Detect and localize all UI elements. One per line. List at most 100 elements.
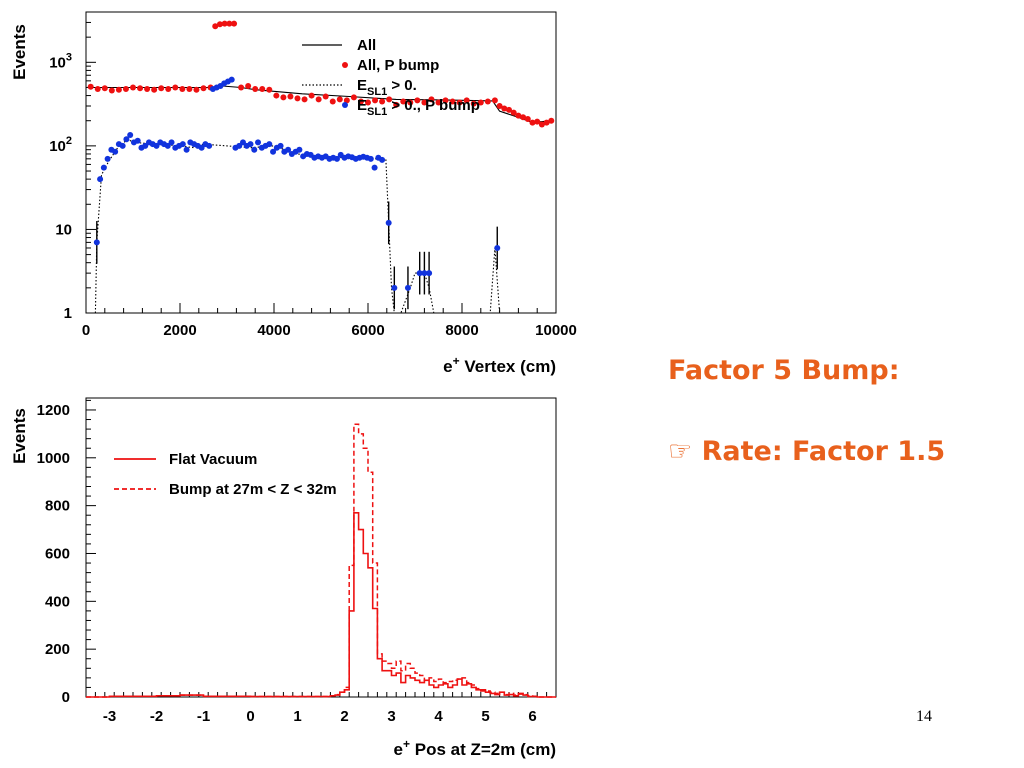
blue-data-point (100, 164, 107, 171)
red-data-point (534, 118, 541, 125)
red-data-point (548, 117, 555, 124)
top-chart: 0 2000 4000 6000 8000 10000 1 10 102 103 Events e+ … (10, 11, 577, 376)
blue-data-point (97, 176, 104, 183)
red-data-point (115, 86, 122, 93)
red-data-point (463, 97, 470, 104)
bottom-x-tick-label: 5 (481, 708, 489, 725)
bottom-x-tick-label: 6 (528, 708, 536, 725)
bottom-x-tick-label: -3 (103, 708, 116, 725)
red-data-point (294, 95, 301, 102)
bottom-y-tick-label: 600 (45, 545, 70, 562)
side-bullet: ☞ Rate: Factor 1.5 (668, 436, 945, 467)
blue-data-point (251, 146, 258, 153)
red-data-point (543, 119, 550, 126)
blue-data-point (270, 148, 277, 155)
blue-data-point (183, 146, 190, 153)
red-data-point (280, 94, 287, 101)
bottom-x-tick-label: 2 (340, 708, 348, 725)
pointing-hand-icon: ☞ (668, 436, 693, 467)
top-y-tick-label: 103 (49, 51, 72, 71)
red-data-point (510, 109, 517, 116)
red-data-point (456, 99, 463, 106)
red-data-point (379, 98, 386, 105)
all-series-line (90, 85, 552, 124)
top-legend: All All, P bump ESL1 > 0.ESL1 > 0., P bump (302, 37, 480, 118)
red-data-point (506, 106, 512, 113)
red-data-point (393, 101, 400, 108)
red-data-point (144, 85, 151, 92)
side-bullet-text: Rate: Factor 1.5 (701, 436, 946, 467)
legend-marker (342, 102, 348, 108)
bottom-chart-frame (85, 397, 557, 698)
blue-data-point (421, 270, 428, 277)
red-data-point (158, 85, 165, 92)
red-data-point (266, 86, 273, 93)
red-data-point (515, 112, 522, 119)
bottom-x-tick-label: 4 (434, 708, 443, 725)
red-data-point (449, 98, 456, 105)
red-data-point (491, 97, 498, 104)
bottom-x-tick-label: 1 (293, 708, 301, 725)
bottom-x-tick-label: -1 (197, 708, 210, 725)
red-data-point (336, 96, 343, 103)
blue-data-point (198, 144, 205, 151)
blue-data-point (119, 142, 126, 149)
legend-label: ESL1 > 0. (357, 77, 417, 98)
blue-data-point (93, 239, 100, 246)
bottom-x-axis-title: e+ Pos at Z=2m (cm) (394, 737, 556, 759)
red-data-point (137, 85, 144, 92)
bottom-y-tick-label: 400 (45, 593, 70, 610)
blue-data-point (277, 142, 284, 149)
top-y-tick-label: 102 (49, 135, 72, 155)
bottom-x-tick-label: -2 (150, 708, 163, 725)
red-data-point (529, 119, 536, 126)
blue-data-point (367, 155, 374, 162)
top-x-tick-label: 2000 (163, 322, 196, 339)
bottom-chart: -3 -2 -1 0 1 2 3 4 5 6 0 200 400 600 800 1000 1200 Events… (10, 397, 557, 759)
blue-data-point (266, 141, 273, 148)
legend-label: ESL1 > 0., P bump (357, 97, 480, 118)
red-data-point (484, 98, 491, 105)
red-data-point (165, 85, 172, 92)
red-data-point (130, 84, 136, 91)
red-data-point (538, 121, 545, 128)
bottom-x-tick-label: 3 (387, 708, 395, 725)
red-data-point (520, 114, 527, 121)
blue-data-point (391, 284, 398, 291)
esl1-series-line (94, 138, 501, 314)
red-data-point (428, 96, 435, 103)
red-data-point (172, 84, 179, 91)
blue-data-point (179, 141, 186, 148)
red-data-point (372, 97, 379, 104)
red-data-point (108, 87, 115, 94)
top-x-tick-label: 0 (82, 322, 90, 339)
red-data-point (273, 92, 280, 99)
legend-label: All (357, 37, 376, 54)
red-data-point (407, 99, 414, 106)
blue-data-point (385, 219, 392, 226)
top-chart-frame (85, 11, 557, 314)
red-data-point (301, 96, 308, 103)
bump-histogram (86, 423, 556, 698)
top-x-tick-label: 8000 (445, 322, 478, 339)
red-data-point (212, 23, 219, 30)
legend-label: Bump at 27m < Z < 32m (169, 481, 337, 498)
red-data-point (365, 99, 371, 106)
red-data-point (231, 20, 238, 27)
red-data-point (386, 96, 393, 103)
top-y-tick-label: 1 (64, 305, 72, 322)
side-title: Factor 5 Bump: (668, 355, 900, 386)
blue-data-point (104, 155, 111, 162)
bottom-x-tick-label: 0 (246, 708, 254, 725)
top-x-tick-label: 4000 (257, 322, 290, 339)
blue-data-point (112, 148, 119, 155)
red-data-point (400, 98, 407, 105)
red-data-point (238, 84, 245, 91)
red-data-point (221, 20, 228, 27)
red-data-point (245, 83, 252, 90)
page-number: 14 (916, 708, 932, 725)
top-y-tick-label: 10 (55, 221, 72, 238)
bottom-y-tick-label: 800 (45, 498, 70, 515)
blue-data-point (206, 142, 213, 149)
